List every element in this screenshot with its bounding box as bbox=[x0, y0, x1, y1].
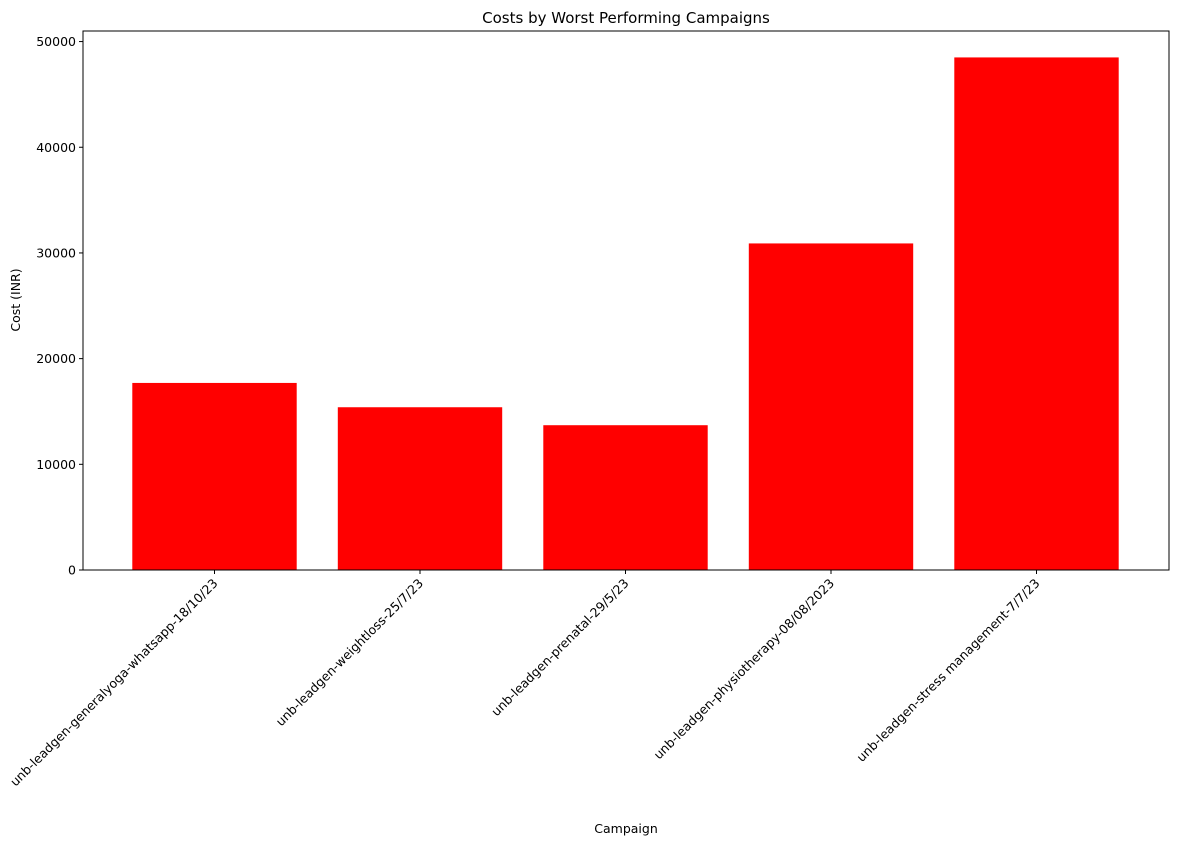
x-tick-label: unb-leadgen-generalyoga-whatsapp-18/10/2… bbox=[7, 576, 221, 790]
bar-3 bbox=[543, 425, 708, 570]
y-tick-label: 10000 bbox=[36, 457, 76, 472]
x-tick-label: unb-leadgen-weightloss-25/7/23 bbox=[273, 576, 427, 730]
y-axis: 0 10000 20000 30000 40000 50000 bbox=[36, 34, 83, 578]
y-axis-label: Cost (INR) bbox=[8, 268, 23, 331]
y-tick-label: 40000 bbox=[36, 140, 76, 155]
bar-4 bbox=[748, 243, 914, 570]
y-tick-label: 50000 bbox=[36, 34, 76, 49]
x-axis: unb-leadgen-generalyoga-whatsapp-18/10/2… bbox=[7, 570, 1043, 789]
x-tick-label: unb-leadgen-prenatal-29/5/23 bbox=[488, 576, 631, 719]
chart-title: Costs by Worst Performing Campaigns bbox=[482, 9, 770, 27]
plot-area bbox=[132, 57, 1119, 570]
y-tick-label: 20000 bbox=[36, 351, 76, 366]
bar-1 bbox=[132, 382, 297, 570]
x-axis-label: Campaign bbox=[594, 821, 658, 836]
y-tick-label: 0 bbox=[68, 563, 76, 578]
y-tick-label: 30000 bbox=[36, 245, 76, 260]
bar-2 bbox=[337, 407, 503, 570]
x-tick-label: unb-leadgen-physiotherapy-08/08/2023 bbox=[650, 576, 837, 763]
bar-5 bbox=[954, 57, 1119, 570]
x-tick-label: unb-leadgen-stress management-7/7/23 bbox=[853, 576, 1042, 765]
